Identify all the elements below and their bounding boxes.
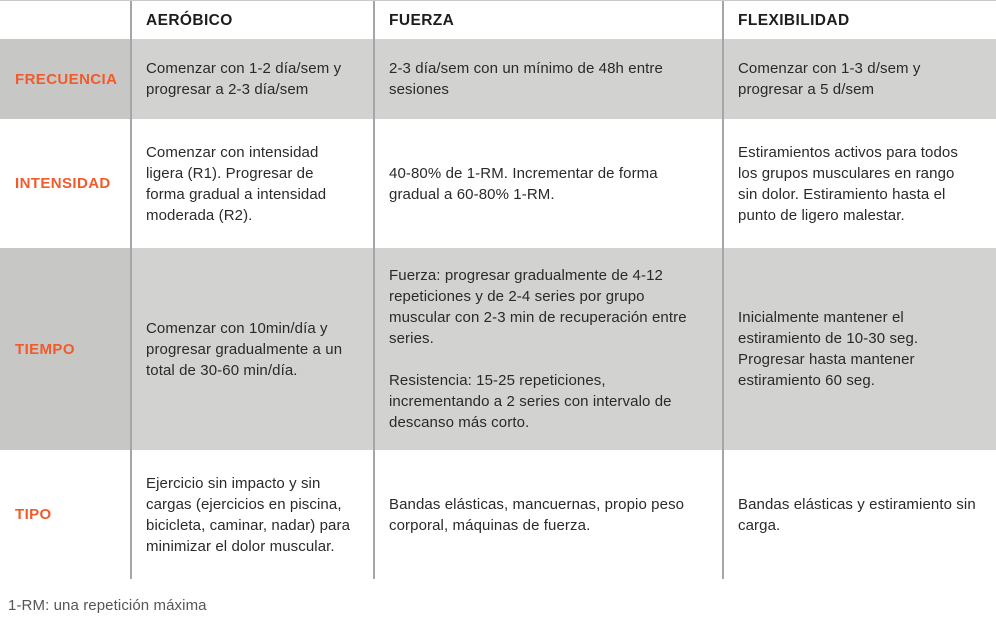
footnote: 1-RM: una repetición máxima	[8, 597, 207, 614]
cell-text: Estiramientos activos para todos los gru…	[738, 143, 958, 224]
column-header-aerobico-label: AERÓBICO	[146, 11, 233, 29]
table-row-tiempo: TIEMPO Comenzar con 10min/día y progresa…	[0, 248, 996, 450]
row-label-intensidad: INTENSIDAD	[15, 175, 111, 192]
cell-tipo-flexibilidad: Bandas elásticas y estiramiento sin carg…	[722, 450, 996, 579]
cell-tipo-aerobico: Ejercicio sin impacto y sin cargas (ejer…	[130, 450, 373, 579]
cell-text: 40-80% de 1-RM. Incrementar de forma gra…	[389, 164, 658, 203]
column-header-flexibilidad-label: FLEXIBILIDAD	[738, 11, 850, 29]
table-header-row: AERÓBICO FUERZA FLEXIBILIDAD	[0, 1, 996, 39]
column-header-flexibilidad: FLEXIBILIDAD	[722, 1, 996, 39]
table-row-frecuencia: FRECUENCIA Comenzar con 1-2 día/sem y pr…	[0, 39, 996, 119]
cell-frecuencia-aerobico: Comenzar con 1-2 día/sem y progresar a 2…	[130, 39, 373, 119]
cell-text: Comenzar con 1-2 día/sem y progresar a 2…	[146, 60, 342, 98]
cell-intensidad-fuerza: 40-80% de 1-RM. Incrementar de forma gra…	[373, 119, 722, 248]
cell-intensidad-aerobico: Comenzar con intensidad ligera (R1). Pro…	[130, 119, 373, 248]
cell-tiempo-aerobico: Comenzar con 10min/día y progresar gradu…	[130, 248, 373, 450]
cell-text: Comenzar con 1-3 d/sem y progresar a 5 d…	[738, 60, 921, 98]
cell-tipo-fuerza: Bandas elásticas, mancuernas, propio pes…	[373, 450, 722, 579]
column-header-fuerza-label: FUERZA	[389, 11, 455, 29]
cell-text: Comenzar con intensidad ligera (R1). Pro…	[146, 143, 327, 224]
column-header-aerobico: AERÓBICO	[130, 1, 373, 39]
cell-text: Bandas elásticas y estiramiento sin carg…	[738, 495, 976, 534]
column-header-fuerza: FUERZA	[373, 1, 722, 39]
table-row-intensidad: INTENSIDAD Comenzar con intensidad liger…	[0, 119, 996, 248]
exercise-prescription-table: AERÓBICO FUERZA FLEXIBILIDAD FRECUENCIA …	[0, 0, 996, 579]
cell-tiempo-flexibilidad: Inicialmente mantener el estiramiento de…	[722, 248, 996, 450]
row-label-cell-frecuencia: FRECUENCIA	[0, 39, 130, 119]
row-label-cell-intensidad: INTENSIDAD	[0, 119, 130, 248]
row-label-cell-tiempo: TIEMPO	[0, 248, 130, 450]
cell-text-paragraph-2: Resistencia: 15-25 repeticiones, increme…	[389, 372, 672, 431]
cell-text-paragraph-1: Fuerza: progresar gradualmente de 4-12 r…	[389, 267, 687, 347]
cell-text: Bandas elásticas, mancuernas, propio pes…	[389, 495, 685, 534]
cell-text: Ejercicio sin impacto y sin cargas (ejer…	[146, 474, 351, 555]
cell-frecuencia-fuerza: 2-3 día/sem con un mínimo de 48h entre s…	[373, 39, 722, 119]
row-label-tiempo: TIEMPO	[15, 340, 75, 358]
row-label-cell-tipo: TIPO	[0, 450, 130, 579]
header-empty-cell	[0, 1, 130, 39]
cell-tiempo-fuerza: Fuerza: progresar gradualmente de 4-12 r…	[373, 248, 722, 450]
table-row-tipo: TIPO Ejercicio sin impacto y sin cargas …	[0, 450, 996, 579]
cell-intensidad-flexibilidad: Estiramientos activos para todos los gru…	[722, 119, 996, 248]
row-label-tipo: TIPO	[15, 506, 52, 523]
cell-text: Comenzar con 10min/día y progresar gradu…	[146, 319, 343, 379]
cell-text: Inicialmente mantener el estiramiento de…	[738, 309, 919, 389]
cell-frecuencia-flexibilidad: Comenzar con 1-3 d/sem y progresar a 5 d…	[722, 39, 996, 119]
cell-text: 2-3 día/sem con un mínimo de 48h entre s…	[389, 60, 663, 98]
row-label-frecuencia: FRECUENCIA	[15, 70, 118, 88]
